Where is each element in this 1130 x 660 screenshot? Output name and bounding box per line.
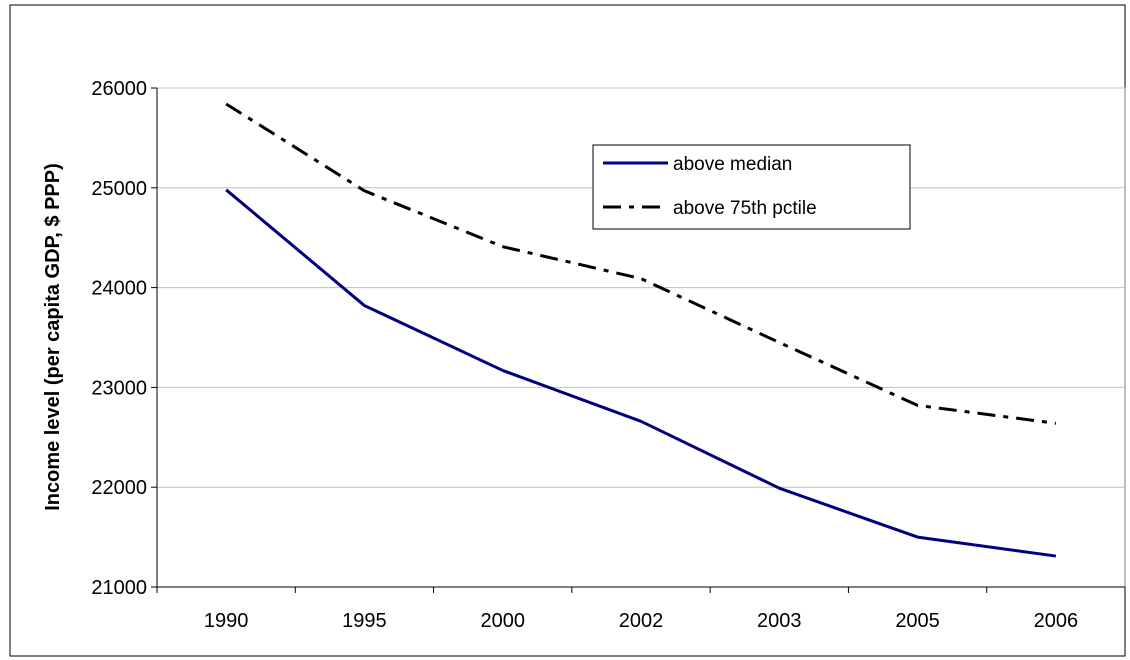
gridlines xyxy=(157,87,1125,488)
y-tick-label: 25000 xyxy=(91,178,147,200)
series xyxy=(225,102,1057,558)
y-axis-label: Income level (per capita GDP, $ PPP) xyxy=(42,163,64,511)
y-tick-label: 21000 xyxy=(91,577,147,599)
y-tick-labels: 21000 22000 23000 24000 25000 26000 xyxy=(91,78,157,599)
legend: above median above 75th pctile xyxy=(592,144,911,230)
y-tick-label: 22000 xyxy=(91,477,147,499)
legend-box xyxy=(592,144,911,230)
x-tick-label: 1995 xyxy=(342,610,387,632)
x-tick-label: 2002 xyxy=(619,610,664,632)
y-tick-label: 24000 xyxy=(91,278,147,300)
x-tick-label: 1990 xyxy=(204,610,249,632)
y-tick-label: 26000 xyxy=(91,78,147,100)
x-tick-label: 2005 xyxy=(895,610,940,632)
x-tick-label: 2006 xyxy=(1034,610,1079,632)
x-tick-label: 2000 xyxy=(480,610,525,632)
x-tick-label: 2003 xyxy=(757,610,802,632)
legend-label-above-75th: above 75th pctile xyxy=(673,198,817,219)
axes xyxy=(156,88,1125,588)
legend-label-above-median: above median xyxy=(673,154,792,175)
y-tick-label: 23000 xyxy=(91,377,147,399)
x-tick-labels: 1990 1995 2000 2002 2003 2005 2006 xyxy=(156,587,1126,632)
